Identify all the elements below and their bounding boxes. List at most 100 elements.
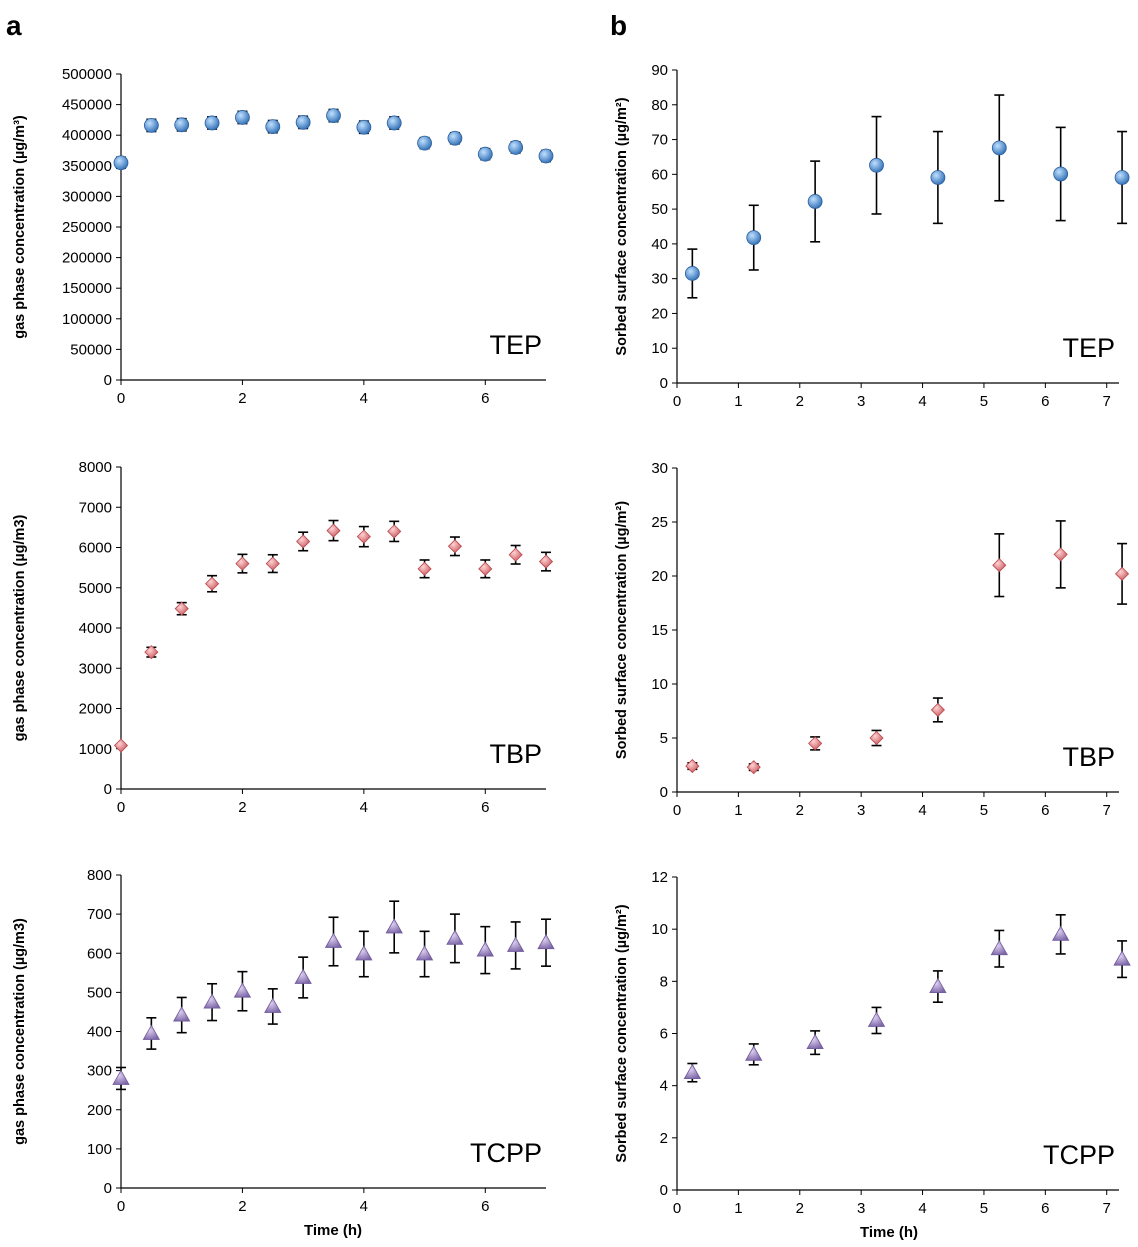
data-point — [683, 1062, 702, 1083]
data-point — [808, 736, 823, 751]
circle-marker — [1114, 170, 1130, 185]
x-tick-label: 5 — [980, 802, 988, 819]
triangle-marker — [446, 929, 464, 945]
data-point — [296, 531, 311, 552]
chart-a-TEP: 0 50000 100000 150000 200000 250000 300000 3500… — [12, 66, 554, 407]
data-point — [508, 140, 524, 155]
x-tick-label: 6 — [1041, 393, 1049, 410]
diamond-marker — [685, 759, 700, 774]
diamond-marker — [478, 561, 493, 576]
data-point — [538, 148, 554, 164]
triangle-marker — [415, 945, 434, 961]
y-tick-label: 30 — [651, 271, 668, 288]
triangle-marker — [112, 1069, 130, 1085]
x-tick-label: 4 — [360, 390, 368, 407]
circle-marker — [356, 119, 372, 135]
panel-letter-b: b — [610, 10, 628, 41]
data-point — [684, 248, 700, 299]
y-tick-label: 300000 — [62, 188, 112, 205]
diamond-marker — [808, 736, 823, 751]
x-tick-label: 6 — [481, 1198, 489, 1215]
circle-marker — [447, 130, 463, 146]
y-tick-label: 15 — [651, 622, 668, 639]
data-point — [867, 1006, 886, 1035]
data-point — [355, 930, 373, 978]
x-tick-label: 7 — [1103, 802, 1111, 819]
data-point — [508, 544, 523, 565]
triangle-marker — [506, 936, 525, 952]
x-axis-label: Time (h) — [304, 1222, 362, 1239]
data-point — [1053, 520, 1068, 589]
data-point — [174, 601, 189, 616]
data-point — [326, 519, 341, 542]
x-tick-label: 6 — [1041, 802, 1049, 819]
y-tick-label: 500 — [87, 984, 112, 1001]
x-tick-label: 7 — [1103, 1200, 1111, 1217]
data-point — [417, 559, 432, 579]
data-point — [356, 119, 372, 135]
x-tick-label: 4 — [918, 1200, 926, 1217]
y-tick-label: 8000 — [79, 459, 112, 476]
y-tick-label: 500000 — [62, 66, 112, 83]
y-tick-label: 2000 — [79, 701, 112, 718]
y-axis-label: Sorbed surface concentration (µg/m²) — [614, 904, 630, 1162]
x-tick-label: 0 — [117, 799, 125, 816]
diamond-marker — [387, 524, 402, 539]
y-tick-label: 5 — [660, 730, 668, 747]
circle-marker — [869, 157, 884, 173]
triangle-marker — [264, 997, 282, 1013]
diamond-marker — [174, 601, 189, 616]
y-tick-label: 50000 — [70, 341, 112, 358]
data-point — [476, 925, 494, 975]
data-point — [869, 115, 884, 215]
y-tick-label: 100 — [87, 1141, 112, 1158]
diamond-marker — [235, 556, 250, 571]
y-tick-label: 40 — [651, 236, 668, 253]
circle-marker — [807, 194, 823, 209]
diamond-marker — [992, 558, 1007, 573]
data-point — [113, 738, 129, 753]
diamond-marker — [447, 539, 462, 554]
data-point — [144, 645, 159, 660]
circle-marker — [235, 110, 250, 125]
y-tick-label: 150000 — [62, 280, 112, 297]
y-axis-label: gas phase concentration (µg/m3) — [12, 918, 28, 1145]
data-point — [387, 520, 402, 543]
triangle-marker — [867, 1011, 886, 1027]
y-tick-label: 6000 — [79, 540, 112, 557]
triangle-marker — [537, 933, 555, 950]
y-tick-label: 2 — [660, 1130, 668, 1147]
triangle-marker — [990, 939, 1008, 956]
triangle-marker — [1051, 925, 1070, 941]
y-axis-label: Sorbed surface concentration (µg/m²) — [614, 97, 630, 355]
x-tick-label: 0 — [117, 390, 125, 407]
x-tick-label: 6 — [1041, 1200, 1049, 1217]
x-tick-label: 4 — [360, 799, 368, 816]
triangle-marker — [476, 941, 494, 957]
diamond-marker — [869, 730, 884, 746]
data-point — [929, 970, 947, 1004]
circle-marker — [746, 230, 762, 246]
y-tick-label: 250000 — [62, 219, 112, 236]
circle-marker — [295, 114, 311, 130]
data-point — [446, 913, 464, 964]
data-point — [385, 900, 403, 954]
y-tick-label: 10 — [651, 921, 668, 938]
x-tick-label: 5 — [980, 1200, 988, 1217]
data-point — [386, 115, 402, 131]
y-tick-label: 200 — [87, 1102, 112, 1119]
x-tick-label: 0 — [673, 802, 681, 819]
data-point — [991, 94, 1007, 202]
circle-marker — [684, 266, 700, 281]
y-axis-label: gas phase concentration (µg/m³) — [12, 115, 28, 339]
y-tick-label: 600 — [87, 945, 112, 962]
diamond-marker — [1115, 566, 1130, 581]
y-tick-label: 25 — [651, 514, 668, 531]
data-point — [204, 115, 220, 131]
compound-label: TCPP — [1043, 1140, 1115, 1170]
compound-label: TEP — [489, 330, 542, 360]
y-tick-label: 10 — [651, 340, 668, 357]
x-tick-label: 7 — [1103, 393, 1111, 410]
y-tick-label: 6 — [660, 1026, 668, 1043]
x-tick-label: 4 — [918, 393, 926, 410]
